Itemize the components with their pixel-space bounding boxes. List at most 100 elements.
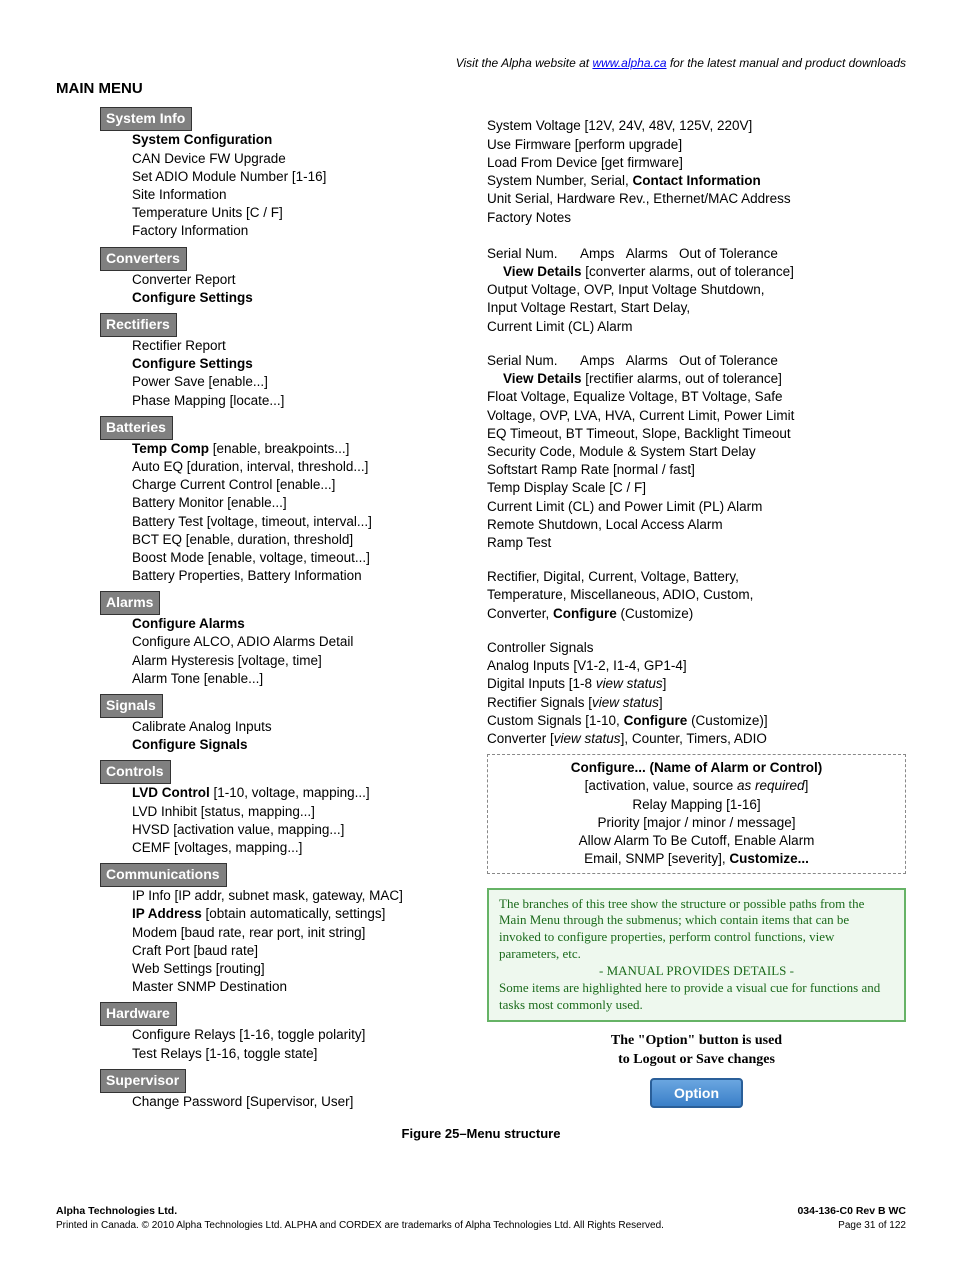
detail-line: Ramp Test	[487, 534, 906, 552]
menu-item: Configure Signals	[132, 736, 481, 754]
detail-line: Controller Signals	[487, 639, 906, 657]
footer-right-bold: 034-136-C0 Rev B WC	[797, 1204, 906, 1218]
detail-line: Temperature, Miscellaneous, ADIO, Custom…	[487, 586, 906, 604]
section-system_info: System Info	[100, 107, 192, 131]
menu-item: Battery Monitor [enable...]	[132, 494, 481, 512]
menu-item: Auto EQ [duration, interval, threshold..…	[132, 458, 481, 476]
section-alarms: Alarms	[100, 591, 160, 615]
detail-line: Unit Serial, Hardware Rev., Ethernet/MAC…	[487, 190, 906, 208]
alpha-link[interactable]: www.alpha.ca	[592, 56, 666, 70]
visit-prefix: Visit the Alpha website at	[456, 56, 593, 70]
config-line: [activation, value, source as required]	[496, 777, 897, 795]
menu-item: Configure Alarms	[132, 615, 481, 633]
items-batteries: Temp Comp [enable, breakpoints...]Auto E…	[100, 440, 481, 586]
detail-line: Security Code, Module & System Start Del…	[487, 443, 906, 461]
option-button[interactable]: Option	[650, 1078, 743, 1109]
menu-item: Calibrate Analog Inputs	[132, 718, 481, 736]
menu-item: CAN Device FW Upgrade	[132, 150, 481, 168]
main-menu-heading: MAIN MENU	[56, 79, 906, 99]
detail-line: Input Voltage Restart, Start Delay,	[487, 299, 906, 317]
config-line: Configure... (Name of Alarm or Control)	[496, 759, 897, 777]
detail-line: View Details [rectifier alarms, out of t…	[487, 370, 906, 388]
section-rectifiers: Rectifiers	[100, 313, 177, 337]
menu-item: Converter Report	[132, 271, 481, 289]
menu-item: Phase Mapping [locate...]	[132, 392, 481, 410]
detail-line: Load From Device [get firmware]	[487, 154, 906, 172]
menu-item: Site Information	[132, 186, 481, 204]
footer: Alpha Technologies Ltd. Printed in Canad…	[56, 1204, 906, 1232]
detail-line: Current Limit (CL) Alarm	[487, 318, 906, 336]
note-line: - MANUAL PROVIDES DETAILS -	[499, 963, 894, 980]
menu-item: Temp Comp [enable, breakpoints...]	[132, 440, 481, 458]
detail-line: View Details [converter alarms, out of t…	[487, 263, 906, 281]
note-line: Some items are highlighted here to provi…	[499, 980, 894, 1014]
section-signals: Signals	[100, 694, 163, 718]
footer-left-bold: Alpha Technologies Ltd.	[56, 1204, 664, 1218]
menu-item: Change Password [Supervisor, User]	[132, 1093, 481, 1111]
items-hardware: Configure Relays [1-16, toggle polarity]…	[100, 1026, 481, 1062]
items-communications: IP Info [IP addr, subnet mask, gateway, …	[100, 887, 481, 996]
detail-line: Rectifier Signals [view status]	[487, 694, 906, 712]
section-converters: Converters	[100, 247, 187, 271]
section-batteries: Batteries	[100, 416, 173, 440]
menu-item: Alarm Hysteresis [voltage, time]	[132, 652, 481, 670]
detail-line: Float Voltage, Equalize Voltage, BT Volt…	[487, 388, 906, 406]
detail-line: Remote Shutdown, Local Access Alarm	[487, 516, 906, 534]
section-hardware: Hardware	[100, 1002, 177, 1026]
menu-item: Temperature Units [C / F]	[132, 204, 481, 222]
detail-line: Output Voltage, OVP, Input Voltage Shutd…	[487, 281, 906, 299]
detail-line: Rectifier, Digital, Current, Voltage, Ba…	[487, 568, 906, 586]
detail-line: Converter [view status], Counter, Timers…	[487, 730, 906, 748]
items-rectifiers: Rectifier ReportConfigure SettingsPower …	[100, 337, 481, 410]
note-line: The branches of this tree show the struc…	[499, 896, 894, 964]
detail-line: Analog Inputs [V1-2, I1-4, GP1-4]	[487, 657, 906, 675]
config-line: Allow Alarm To Be Cutoff, Enable Alarm	[496, 832, 897, 850]
menu-item: IP Info [IP addr, subnet mask, gateway, …	[132, 887, 481, 905]
menu-item: Power Save [enable...]	[132, 373, 481, 391]
header-note: Visit the Alpha website at www.alpha.ca …	[56, 55, 906, 71]
figure-caption: Figure 25–Menu structure	[56, 1125, 906, 1143]
menu-item: Boost Mode [enable, voltage, timeout...]	[132, 549, 481, 567]
menu-item: Master SNMP Destination	[132, 978, 481, 996]
detail-line: System Voltage [12V, 24V, 48V, 125V, 220…	[487, 117, 906, 135]
detail-line: Custom Signals [1-10, Configure (Customi…	[487, 712, 906, 730]
menu-item: LVD Control [1-10, voltage, mapping...]	[132, 784, 481, 802]
configure-box: Configure... (Name of Alarm or Control)[…	[487, 754, 906, 873]
detail-line: Current Limit (CL) and Power Limit (PL) …	[487, 498, 906, 516]
config-line: Email, SNMP [severity], Customize...	[496, 850, 897, 868]
footer-left: Printed in Canada. © 2010 Alpha Technolo…	[56, 1219, 664, 1233]
menu-item: Configure Relays [1-16, toggle polarity]	[132, 1026, 481, 1044]
menu-item: CEMF [voltages, mapping...]	[132, 839, 481, 857]
menu-item: Modem [baud rate, rear port, init string…	[132, 924, 481, 942]
section-supervisor: Supervisor	[100, 1069, 186, 1093]
menu-item: Rectifier Report	[132, 337, 481, 355]
detail-line: Temp Display Scale [C / F]	[487, 479, 906, 497]
menu-item: Alarm Tone [enable...]	[132, 670, 481, 688]
items-supervisor: Change Password [Supervisor, User]	[100, 1093, 481, 1111]
menu-item: Set ADIO Module Number [1-16]	[132, 168, 481, 186]
right-column: System Voltage [12V, 24V, 48V, 125V, 220…	[481, 101, 906, 1110]
footer-right: Page 31 of 122	[797, 1219, 906, 1233]
detail-line: System Number, Serial, Contact Informati…	[487, 172, 906, 190]
option-text: The "Option" button is usedto Logout or …	[487, 1032, 906, 1070]
menu-item: Battery Test [voltage, timeout, interval…	[132, 513, 481, 531]
detail-line: Use Firmware [perform upgrade]	[487, 136, 906, 154]
config-line: Relay Mapping [1-16]	[496, 796, 897, 814]
items-alarms: Configure AlarmsConfigure ALCO, ADIO Ala…	[100, 615, 481, 688]
detail-line: Digital Inputs [1-8 view status]	[487, 675, 906, 693]
items-system_info: System ConfigurationCAN Device FW Upgrad…	[100, 131, 481, 240]
menu-item: Battery Properties, Battery Information	[132, 567, 481, 585]
visit-suffix: for the latest manual and product downlo…	[667, 56, 906, 70]
menu-item: LVD Inhibit [status, mapping...]	[132, 803, 481, 821]
menu-item: HVSD [activation value, mapping...]	[132, 821, 481, 839]
menu-item: Configure Settings	[132, 289, 481, 307]
items-signals: Calibrate Analog InputsConfigure Signals	[100, 718, 481, 754]
menu-item: Test Relays [1-16, toggle state]	[132, 1045, 481, 1063]
menu-item: Configure Settings	[132, 355, 481, 373]
detail-line: EQ Timeout, BT Timeout, Slope, Backlight…	[487, 425, 906, 443]
menu-item: Configure ALCO, ADIO Alarms Detail	[132, 633, 481, 651]
items-converters: Converter ReportConfigure Settings	[100, 271, 481, 307]
note-box: The branches of this tree show the struc…	[487, 888, 906, 1022]
left-column: System InfoSystem ConfigurationCAN Devic…	[56, 101, 481, 1110]
detail-line: Softstart Ramp Rate [normal / fast]	[487, 461, 906, 479]
